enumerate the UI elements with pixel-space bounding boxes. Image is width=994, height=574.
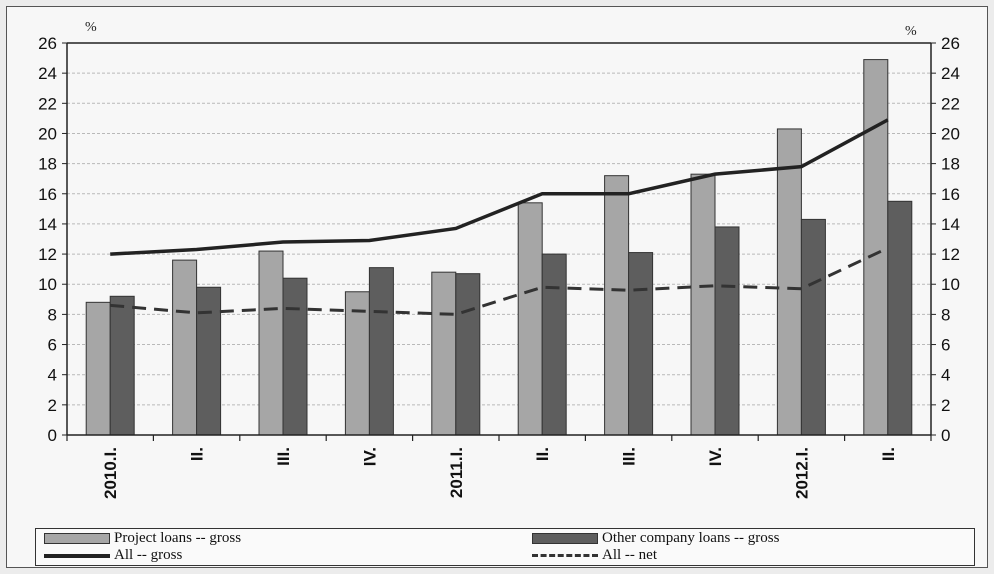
x-tick-label-0: 2010.I. <box>101 447 120 499</box>
bar-other-company-loans-gross-7 <box>714 226 740 436</box>
y-left-tick-4: 4 <box>48 366 57 385</box>
x-ticks: 2010.I. II. III. IV. 2011.I. II. III. IV. 2012.I… <box>101 447 898 499</box>
x-tick-label-9: II. <box>879 447 898 461</box>
bar-project-loans-gross-9 <box>863 59 889 436</box>
y-right-tick-26: 26 <box>941 34 960 53</box>
y-left-tick-6: 6 <box>48 336 57 355</box>
y-left-tick-18: 18 <box>38 155 57 174</box>
lines <box>110 118 889 316</box>
y-right-tick-10: 10 <box>941 275 960 294</box>
legend-item-all-gross: All -- gross <box>44 547 182 564</box>
bar-project-loans-gross-8 <box>776 128 802 436</box>
x-tick-label-6: III. <box>620 447 639 466</box>
y-right-tick-12: 12 <box>941 245 960 264</box>
x-tick-label-4: 2011.I. <box>447 447 466 498</box>
y-left-tick-0: 0 <box>48 426 57 445</box>
y-right-tick-16: 16 <box>941 185 960 204</box>
y-left-tick-16: 16 <box>38 185 57 204</box>
bar-other-company-loans-gross-0 <box>109 295 135 436</box>
legend-label-all-net: All -- net <box>602 547 657 563</box>
y-left-tick-8: 8 <box>48 305 57 324</box>
y-right-tick-18: 18 <box>941 155 960 174</box>
legend-label-project-loans: Project loans -- gross <box>114 530 242 546</box>
bar-project-loans-gross-3 <box>344 291 370 436</box>
axes <box>66 42 932 441</box>
y-left-tick-10: 10 <box>38 275 57 294</box>
legend-swatch-project-loans <box>44 533 110 544</box>
bars <box>85 59 913 436</box>
legend-swatch-all-gross <box>44 553 110 558</box>
legend-swatch-other-company-loans <box>532 533 598 544</box>
bar-project-loans-gross-5 <box>517 202 543 436</box>
y-right-tick-22: 22 <box>941 94 960 113</box>
y-right-tick-20: 20 <box>941 124 960 143</box>
legend-swatch-all-net <box>532 554 598 557</box>
y-left-tick-12: 12 <box>38 245 57 264</box>
line-all-gross <box>110 118 889 256</box>
bar-other-company-loans-gross-2 <box>282 277 308 436</box>
bar-other-company-loans-gross-3 <box>368 267 394 436</box>
legend-item-project-loans: Project loans -- gross <box>44 530 241 547</box>
x-tick-label-8: 2012.I. <box>792 447 811 499</box>
bar-project-loans-gross-2 <box>258 250 284 436</box>
y-left-tick-20: 20 <box>38 124 57 143</box>
bar-other-company-loans-gross-6 <box>628 252 654 436</box>
bar-project-loans-gross-4 <box>431 271 457 436</box>
line-all-net <box>110 246 889 316</box>
y-left-tick-22: 22 <box>38 94 57 113</box>
y-left-tick-2: 2 <box>48 396 57 415</box>
bar-other-company-loans-gross-5 <box>541 253 567 436</box>
y-right-tick-0: 0 <box>941 426 950 445</box>
y-left-tick-14: 14 <box>38 215 57 234</box>
bar-other-company-loans-gross-1 <box>196 286 222 436</box>
bar-project-loans-gross-0 <box>85 301 111 436</box>
legend-item-all-net: All -- net <box>532 547 657 564</box>
bar-other-company-loans-gross-8 <box>800 218 826 436</box>
x-tick-label-7: IV. <box>706 447 725 466</box>
chart-frame: 0 2 4 6 8 10 12 14 16 18 20 22 24 26 0 2 4 6 8 10 12 14 16 18 2… <box>6 6 988 568</box>
legend-item-other-company-loans: Other company loans -- gross <box>532 530 779 547</box>
bar-other-company-loans-gross-4 <box>455 273 481 436</box>
y-right-tick-6: 6 <box>941 336 950 355</box>
bar-project-loans-gross-1 <box>172 259 198 436</box>
legend: Project loans -- gross Other company loa… <box>35 528 975 566</box>
y-left-tick-26: 26 <box>38 34 57 53</box>
y-right-tick-14: 14 <box>941 215 960 234</box>
x-tick-label-5: II. <box>533 447 552 461</box>
bar-project-loans-gross-6 <box>604 175 630 436</box>
bar-project-loans-gross-7 <box>690 173 716 436</box>
y-left-tick-24: 24 <box>38 64 57 83</box>
x-tick-label-1: II. <box>188 447 207 461</box>
x-tick-label-3: IV. <box>360 447 379 466</box>
y-left-unit: % <box>85 20 97 35</box>
y-right-tick-4: 4 <box>941 366 950 385</box>
bar-other-company-loans-gross-9 <box>887 200 913 436</box>
y-right-tick-2: 2 <box>941 396 950 415</box>
y-right-tick-8: 8 <box>941 305 950 324</box>
y-right-tick-24: 24 <box>941 64 960 83</box>
legend-label-all-gross: All -- gross <box>114 547 183 563</box>
y-right-unit: % <box>905 24 917 39</box>
legend-label-other-company-loans: Other company loans -- gross <box>602 530 780 546</box>
x-tick-label-2: III. <box>274 447 293 466</box>
